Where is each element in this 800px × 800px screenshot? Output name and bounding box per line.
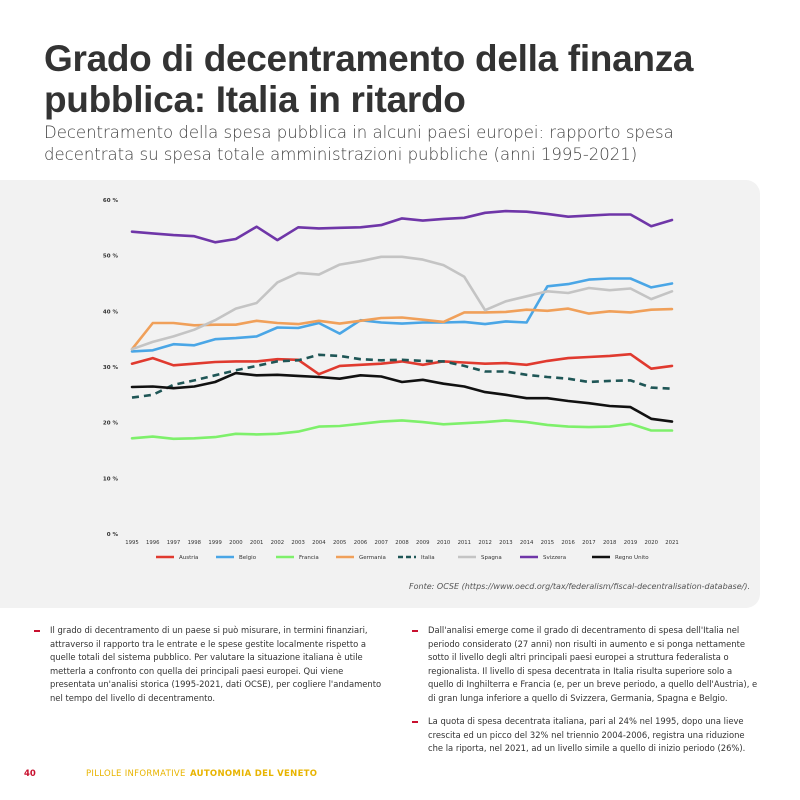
series-line-svizzera — [130, 209, 674, 244]
footer: 40 PILLOLE INFORMATIVE AUTONOMIA DEL VEN… — [24, 769, 317, 779]
x-tick-label: 2021 — [665, 540, 678, 546]
x-tick-label: 1996 — [146, 540, 160, 546]
series-line-austria — [130, 352, 674, 376]
legend-label: Austria — [179, 555, 198, 561]
series-line-germania — [130, 307, 674, 351]
y-tick-label: 20 % — [103, 421, 119, 427]
y-tick-label: 30 % — [103, 365, 119, 371]
line-chart: 0 % 10 % 20 % 30 % 40 % 50 % 60 % 1995 1996 1997 1… — [103, 198, 679, 561]
paragraph-text: Il grado di decentramento di un paese si… — [50, 625, 382, 703]
series-label: PILLOLE INFORMATIVE — [86, 769, 186, 779]
x-tick-label: 2001 — [250, 540, 263, 546]
chart-panel — [0, 180, 760, 608]
series-line-francia — [130, 419, 674, 441]
bullet-dash — [34, 630, 40, 632]
y-tick-label: 50 % — [103, 254, 119, 260]
x-tick-label: 2015 — [541, 540, 554, 546]
series-line-regno-unito — [130, 371, 674, 423]
text-column-left: Il grado di decentramento di un paese si… — [34, 624, 382, 715]
legend-label: Francia — [299, 555, 319, 561]
y-tick-label: 0 % — [107, 532, 119, 538]
chart-source: Fonte: OCSE (https://www.oecd.org/tax/fe… — [409, 582, 750, 591]
x-tick-label: 2010 — [437, 540, 451, 546]
x-tick-label: 1998 — [188, 540, 202, 546]
x-tick-label: 2009 — [416, 540, 429, 546]
x-tick-label: 1995 — [125, 540, 138, 546]
legend-label: Italia — [421, 555, 435, 561]
x-tick-label: 2018 — [603, 540, 617, 546]
legend-label: Spagna — [481, 555, 502, 561]
x-tick-label: 2020 — [644, 540, 658, 546]
series-line-belgio — [130, 277, 674, 353]
text-column-right: Dall'analisi emerge come il grado di dec… — [412, 624, 760, 766]
page-number: 40 — [24, 769, 36, 779]
x-tick-label: 2003 — [291, 540, 304, 546]
legend-label: Regno Unito — [615, 555, 649, 561]
page-title: Grado di decentramento della finanza pub… — [44, 38, 694, 120]
paragraph-text: La quota di spesa decentrata italiana, p… — [428, 716, 746, 753]
paragraph: Dall'analisi emerge come il grado di dec… — [412, 624, 760, 705]
x-tick-label: 2006 — [354, 540, 368, 546]
x-tick-label: 2007 — [374, 540, 387, 546]
x-tick-label: 2000 — [229, 540, 243, 546]
x-tick-label: 2002 — [271, 540, 284, 546]
series-line-italia — [131, 353, 673, 399]
paragraph: La quota di spesa decentrata italiana, p… — [412, 715, 760, 756]
legend-label: Belgio — [239, 555, 257, 561]
legend-label: Germania — [359, 555, 386, 561]
x-tick-label: 2017 — [582, 540, 595, 546]
x-tick-label: 2011 — [458, 540, 471, 546]
bullet-dash — [412, 721, 418, 723]
x-tick-label: 2019 — [624, 540, 637, 546]
series-name: AUTONOMIA DEL VENETO — [190, 769, 318, 779]
x-tick-label: 2014 — [520, 540, 534, 546]
x-tick-label: 2012 — [478, 540, 491, 546]
paragraph: Il grado di decentramento di un paese si… — [34, 624, 382, 705]
x-tick-label: 2016 — [561, 540, 575, 546]
paragraph-text: Dall'analisi emerge come il grado di dec… — [428, 625, 758, 703]
x-tick-label: 2005 — [333, 540, 346, 546]
x-tick-label: 2004 — [312, 540, 326, 546]
bullet-dash — [412, 630, 418, 632]
page-subtitle: Decentramento della spesa pubblica in al… — [44, 123, 674, 164]
x-tick-label: 2008 — [395, 540, 409, 546]
series-line-spagna — [130, 255, 674, 351]
y-tick-label: 40 % — [103, 309, 119, 315]
y-tick-label: 60 % — [103, 198, 119, 204]
legend-label: Svizzera — [543, 555, 566, 561]
y-tick-label: 10 % — [103, 476, 119, 482]
x-tick-label: 1999 — [208, 540, 221, 546]
x-tick-label: 1997 — [167, 540, 180, 546]
x-tick-label: 2013 — [499, 540, 512, 546]
